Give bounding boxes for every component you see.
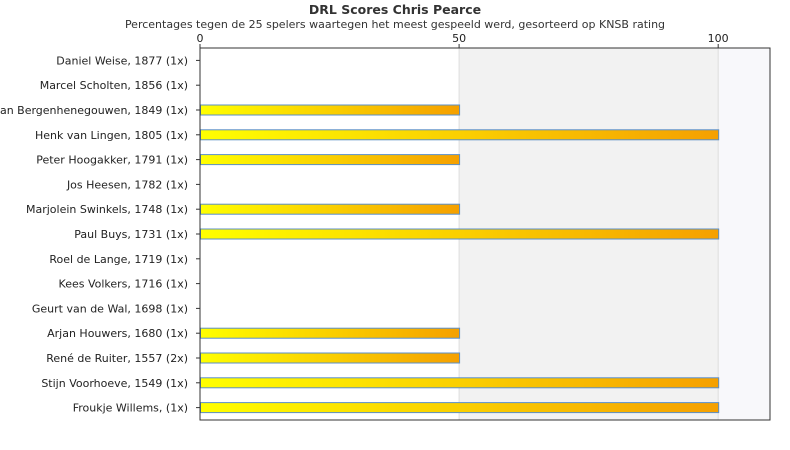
bar — [200, 327, 461, 339]
chart-subtitle: Percentages tegen de 25 spelers waartege… — [124, 18, 666, 31]
chart-title: DRL Scores Chris Pearce — [308, 2, 482, 17]
bar — [200, 402, 720, 414]
bar — [200, 104, 461, 116]
category-label: Geurt van de Wal, 1698 (1x) — [32, 302, 188, 315]
bar — [200, 377, 720, 389]
category-label: Stijn Voorhoeve, 1549 (1x) — [41, 377, 188, 390]
bar — [200, 228, 720, 240]
x-tick-label: 100 — [708, 32, 729, 45]
category-label: Roel de Lange, 1719 (1x) — [49, 253, 188, 266]
bar — [200, 352, 461, 364]
category-label: Jan van Bergenhenegouwen, 1849 (1x) — [0, 104, 188, 117]
category-label: Jos Heesen, 1782 (1x) — [66, 178, 188, 191]
category-label: Froukje Willems, (1x) — [73, 402, 188, 415]
category-label: René de Ruiter, 1557 (2x) — [46, 352, 188, 365]
category-label: Arjan Houwers, 1680 (1x) — [47, 327, 188, 340]
plot-frame — [199, 47, 771, 421]
x-tick-label: 0 — [197, 32, 204, 45]
category-label: Marcel Scholten, 1856 (1x) — [40, 79, 188, 92]
category-label: Daniel Weise, 1877 (1x) — [56, 54, 188, 67]
plot-band — [718, 48, 770, 420]
category-label: Peter Hoogakker, 1791 (1x) — [36, 154, 188, 167]
bar — [200, 203, 461, 215]
category-label: Henk van Lingen, 1805 (1x) — [35, 129, 188, 142]
bar — [200, 129, 720, 141]
category-label: Marjolein Swinkels, 1748 (1x) — [26, 203, 188, 216]
bar — [200, 154, 461, 166]
x-tick-label: 50 — [452, 32, 466, 45]
category-label: Kees Volkers, 1716 (1x) — [59, 278, 188, 291]
category-label: Paul Buys, 1731 (1x) — [74, 228, 188, 241]
